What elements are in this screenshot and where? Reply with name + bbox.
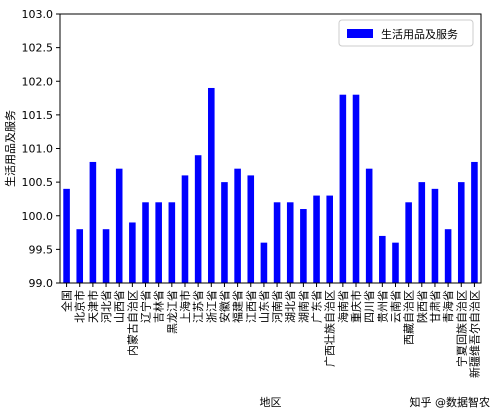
legend-label: 生活用品及服务 (381, 27, 458, 41)
x-tick-label: 广东省 (311, 290, 324, 323)
bar (155, 202, 162, 283)
x-tick-label: 宁夏回族自治区 (454, 290, 468, 367)
bar (379, 235, 386, 283)
plot-frame (59, 13, 482, 284)
bar (457, 182, 465, 283)
x-tick-label: 河南省 (271, 290, 284, 323)
bar (471, 161, 478, 283)
x-tick-label: 新疆维吾尔自治区 (467, 290, 481, 378)
y-tick-label: 100.5 (22, 176, 54, 189)
x-tick-label: 湖北省 (284, 290, 297, 323)
x-tick-label: 青海省 (441, 290, 455, 323)
x-tick-label: 辽宁省 (139, 290, 153, 323)
legend-box (338, 19, 474, 47)
x-tick-label: 甘肃省 (429, 290, 442, 323)
bar (142, 202, 149, 283)
x-axis-label: 地区 (260, 396, 282, 409)
x-tick-label: 山东省 (258, 290, 271, 323)
bar (365, 168, 373, 283)
bar (431, 188, 439, 283)
bar (76, 229, 84, 283)
bar (102, 229, 110, 283)
x-tick-label: 江西省 (245, 290, 258, 323)
bar (418, 182, 426, 283)
bar (221, 182, 228, 283)
x-tick-label: 广西壮族自治区 (323, 290, 337, 367)
bar (194, 155, 202, 283)
x-tick-label: 湖南省 (297, 290, 310, 323)
legend-swatch (347, 29, 373, 38)
bar (247, 175, 255, 283)
y-tick-label: 103.0 (22, 8, 54, 21)
x-tick-label: 浙江省 (205, 290, 218, 323)
bar (89, 161, 97, 283)
x-tick-label: 安徽省 (217, 290, 231, 323)
y-axis-label: 生活用品及服务 (3, 110, 17, 187)
bar (129, 222, 136, 283)
x-tick-label: 贵州省 (376, 290, 389, 323)
x-tick-label: 云南省 (389, 290, 402, 323)
x-tick-label: 陕西省 (415, 290, 429, 323)
y-tick-label: 101.0 (22, 143, 54, 156)
y-tick-label: 102.5 (22, 42, 54, 55)
x-tick-label: 海南省 (336, 290, 350, 323)
bar (444, 229, 452, 283)
bar (273, 202, 281, 283)
x-tick-label: 内蒙古自治区 (125, 290, 139, 356)
y-tick-label: 99.5 (29, 243, 54, 256)
x-tick-label: 四川省 (363, 290, 376, 323)
bar (234, 168, 241, 283)
bar (339, 94, 347, 283)
bar (181, 175, 189, 283)
bar (208, 87, 215, 283)
bar (115, 168, 123, 283)
y-tick-label: 102.0 (22, 75, 54, 88)
x-tick-label: 全国 (60, 290, 74, 312)
x-tick-label: 天津市 (86, 290, 100, 323)
x-tick-label: 西藏自治区 (402, 290, 416, 345)
x-tick-label: 福建省 (231, 290, 245, 323)
x-tick-label: 北京市 (73, 290, 87, 323)
x-tick-label: 黑龙江省 (166, 290, 179, 334)
bar (260, 242, 268, 283)
bar (352, 94, 360, 283)
x-tick-label: 河北省 (100, 290, 113, 323)
x-tick-label: 吉林省 (152, 290, 166, 323)
bar (286, 202, 294, 283)
bar (63, 188, 70, 283)
bar (313, 195, 320, 283)
x-tick-label: 江苏省 (192, 290, 205, 323)
x-tick-label: 重庆市 (349, 290, 363, 323)
bar (326, 195, 333, 283)
y-tick-label: 99.0 (29, 277, 54, 290)
bar (300, 209, 307, 283)
bar (392, 242, 399, 283)
bar (168, 202, 176, 283)
y-tick-label: 100.0 (22, 210, 54, 223)
bar (405, 202, 412, 283)
watermark: 知乎 @数据智农 (410, 395, 491, 409)
x-tick-label: 山西省 (113, 290, 126, 323)
x-tick-label: 上海市 (178, 290, 192, 323)
y-tick-label: 101.5 (22, 109, 54, 122)
